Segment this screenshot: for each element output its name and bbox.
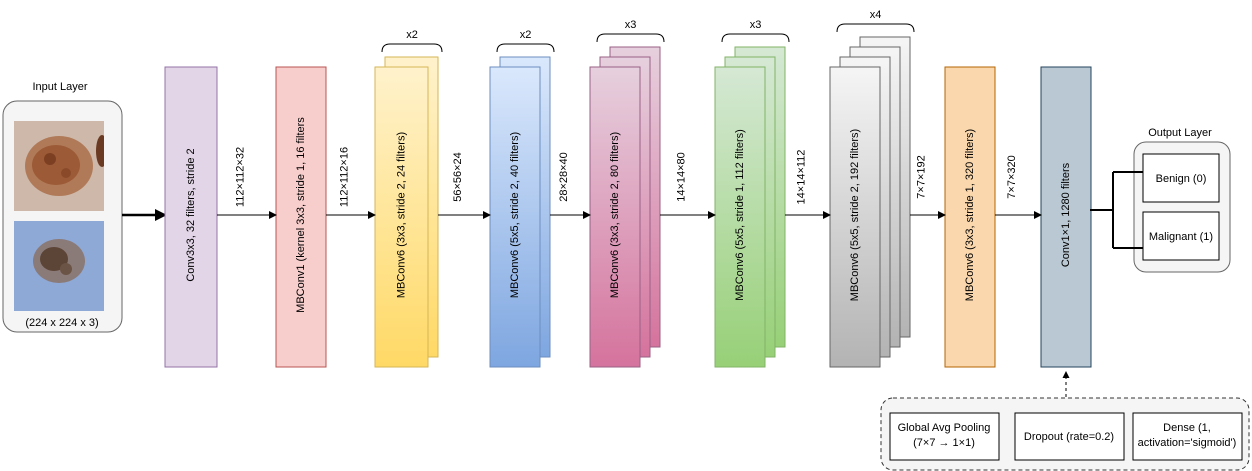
layer-block-1: Conv3x3, 32 filters, stride 2 xyxy=(164,66,218,368)
repeat-count: x2 xyxy=(520,29,532,41)
dimension-label: 28×28×40 xyxy=(558,152,570,202)
dimension-label: 112×112×32 xyxy=(234,147,246,207)
head-box-pooling xyxy=(889,412,1000,461)
head-box-dropout xyxy=(1014,412,1125,461)
block-label: Conv1×1, 1280 filters xyxy=(1060,162,1072,267)
input-layer-caption: (224 x 224 x 3) xyxy=(25,317,98,329)
block-label: MBConv6 (5x5, stride 2, 40 filters) xyxy=(509,132,521,298)
block-layer xyxy=(589,66,641,368)
block-label: MBConv6 (5x5, stride 2, 192 filters) xyxy=(849,129,861,301)
repeat-count: x3 xyxy=(625,19,637,31)
repeat-brace xyxy=(836,23,915,33)
head-dense-line1: Dense (1, xyxy=(1163,422,1211,434)
block-layer xyxy=(164,66,218,368)
block-label: MBConv6 (5x5, stride 1, 112 filters) xyxy=(734,129,746,301)
layer-block-8: MBConv6 (3x3, stride 1, 320 filters) xyxy=(944,66,996,368)
layer-block-5: MBConv6 (3x3, stride 2, 80 filters) x3 xyxy=(589,19,665,368)
block-layer xyxy=(714,66,766,368)
output-layer-title: Output Layer xyxy=(1148,127,1212,139)
input-layer-title: Input Layer xyxy=(32,81,87,93)
dimension-label: 14×14×80 xyxy=(675,152,687,202)
layer-block-6: MBConv6 (5x5, stride 1, 112 filters) x3 xyxy=(714,19,790,368)
head-dense-line2: activation='sigmoid') xyxy=(1138,437,1237,449)
output-connector xyxy=(1090,171,1143,249)
block-layer xyxy=(275,66,327,368)
block-label: MBConv1 (kernel 3x3, stride 1, 16 filter… xyxy=(295,117,307,313)
classification-head: Global Avg Pooling (7×7 → 1×1) Dropout (… xyxy=(880,397,1250,471)
input-image-1 xyxy=(14,121,104,211)
block-layer xyxy=(374,66,429,368)
class-label-benign: Benign (0) xyxy=(1156,173,1207,185)
repeat-brace xyxy=(596,33,665,43)
block-layer xyxy=(1040,66,1092,368)
head-pooling-line1: Global Avg Pooling xyxy=(898,422,991,434)
class-box-malignant xyxy=(1142,211,1220,261)
block-layer xyxy=(944,66,996,368)
dimension-label: 7×7×192 xyxy=(915,155,927,198)
head-box-dense xyxy=(1132,412,1243,461)
repeat-count: x2 xyxy=(406,29,418,41)
head-pooling-line2: (7×7 → 1×1) xyxy=(913,437,975,449)
dimension-label: 56×56×24 xyxy=(452,152,464,202)
block-layer xyxy=(829,66,881,368)
layer-block-2: MBConv1 (kernel 3x3, stride 1, 16 filter… xyxy=(275,66,327,368)
repeat-count: x4 xyxy=(870,9,882,21)
block-label: MBConv6 (3x3, stride 1, 320 filters) xyxy=(964,129,976,301)
output-layer: Output Layer Benign (0) Malignant (1) xyxy=(1133,127,1231,273)
class-label-malignant: Malignant (1) xyxy=(1149,231,1213,243)
dimension-label: 7×7×320 xyxy=(1006,155,1018,198)
repeat-brace xyxy=(496,43,555,53)
block-label: Conv3x3, 32 filters, stride 2 xyxy=(185,148,197,281)
layer-block-4: MBConv6 (5x5, stride 2, 40 filters) x2 xyxy=(489,29,555,368)
head-dropout-line1: Dropout (rate=0.2) xyxy=(1024,431,1114,443)
input-layer: Input Layer (224 x 224 x 3) xyxy=(2,81,123,333)
repeat-brace xyxy=(381,43,443,53)
block-label: MBConv6 (3x3, stride 2, 80 filters) xyxy=(609,132,621,298)
repeat-brace xyxy=(721,33,790,43)
class-box-benign xyxy=(1142,153,1220,203)
layer-block-7: MBConv6 (5x5, stride 2, 192 filters) x4 xyxy=(829,9,915,368)
repeat-count: x3 xyxy=(750,19,762,31)
layer-block-3: MBConv6 (3x3, stride 2, 24 filters) x2 xyxy=(374,29,443,368)
layer-block-9: Conv1×1, 1280 filters xyxy=(1040,66,1092,368)
dimension-label: 112×112×16 xyxy=(338,147,350,207)
input-image-2 xyxy=(14,221,104,311)
dimension-label: 14×14×112 xyxy=(795,150,807,205)
block-label: MBConv6 (3x3, stride 2, 24 filters) xyxy=(395,132,407,298)
